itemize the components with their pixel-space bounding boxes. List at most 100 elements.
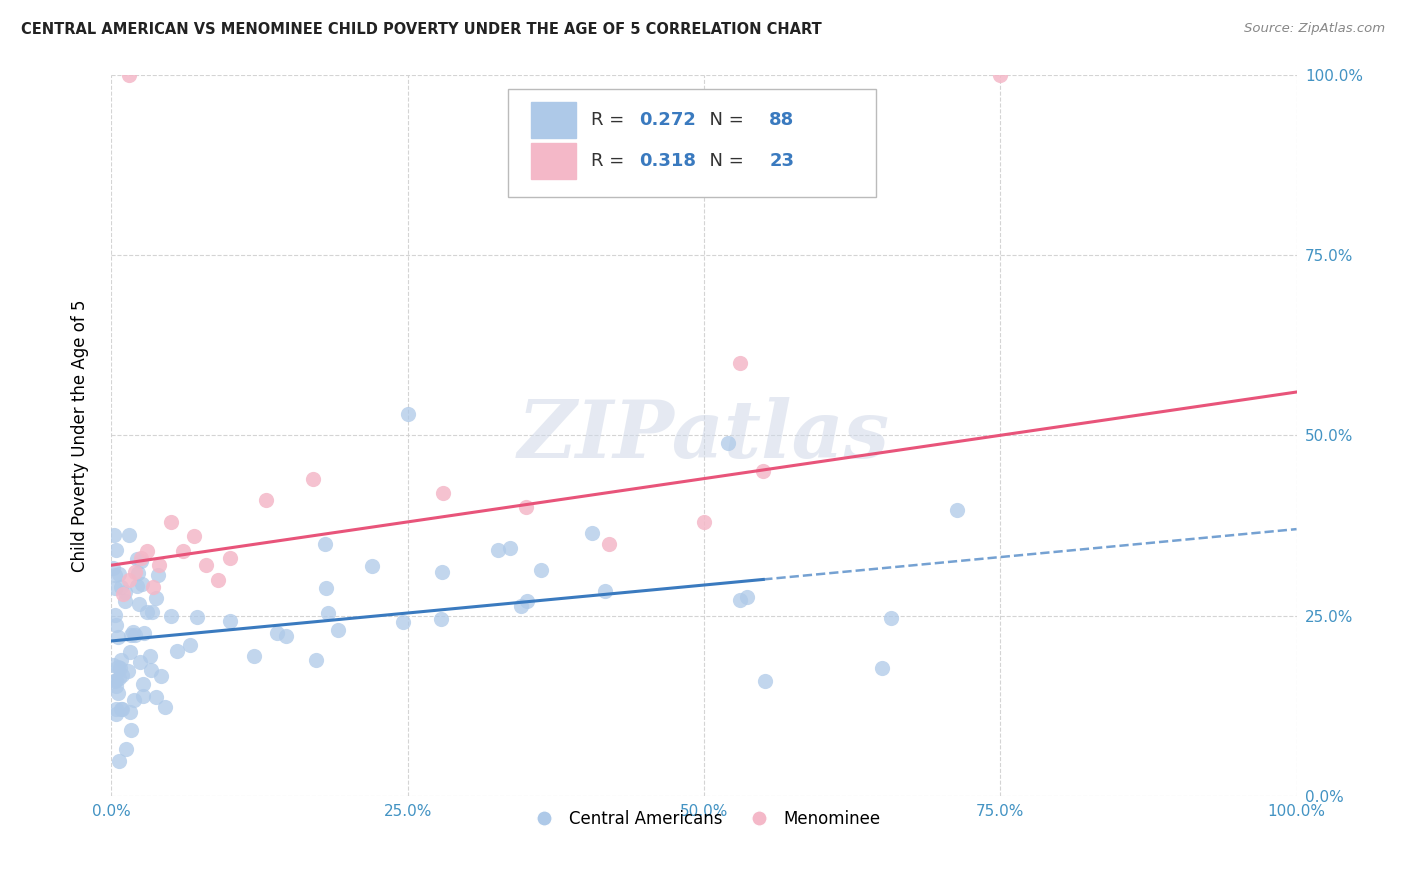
Point <box>946 503 969 517</box>
Point <box>728 356 751 370</box>
Point <box>131 677 153 691</box>
FancyBboxPatch shape <box>531 143 576 179</box>
Point <box>593 584 616 599</box>
Point <box>266 625 288 640</box>
Point <box>104 581 127 595</box>
Point <box>104 673 127 688</box>
Point <box>183 529 205 543</box>
Point <box>328 623 350 637</box>
Point <box>166 644 188 658</box>
Point <box>127 566 149 581</box>
Point <box>145 690 167 705</box>
Point <box>498 541 520 555</box>
Point <box>114 594 136 608</box>
Point <box>242 648 264 663</box>
Point <box>108 671 131 685</box>
Point <box>530 563 553 577</box>
Point <box>149 669 172 683</box>
Point <box>120 706 142 720</box>
Text: 23: 23 <box>769 153 794 170</box>
Point <box>124 628 146 642</box>
Legend: Central Americans, Menominee: Central Americans, Menominee <box>520 804 887 835</box>
Point <box>118 573 141 587</box>
Point <box>105 673 128 688</box>
Point <box>139 663 162 677</box>
Point <box>515 500 537 515</box>
Point <box>880 610 903 624</box>
Point <box>153 699 176 714</box>
FancyBboxPatch shape <box>509 89 876 197</box>
Point <box>754 674 776 689</box>
Point <box>486 543 509 558</box>
Point <box>432 566 454 580</box>
Point <box>103 528 125 542</box>
Text: N =: N = <box>699 111 749 129</box>
Point <box>730 592 752 607</box>
Point <box>125 551 148 566</box>
Point <box>120 628 142 642</box>
Text: R =: R = <box>592 153 630 170</box>
Point <box>129 551 152 566</box>
Point <box>104 543 127 558</box>
Point <box>509 599 531 614</box>
Point <box>737 590 759 604</box>
FancyBboxPatch shape <box>531 102 576 138</box>
Point <box>361 559 384 574</box>
Point <box>136 605 159 619</box>
Point <box>110 653 132 667</box>
Point <box>125 579 148 593</box>
Point <box>118 645 141 659</box>
Point <box>118 528 141 542</box>
Point <box>122 625 145 640</box>
Point <box>179 638 201 652</box>
Point <box>141 605 163 619</box>
Point <box>142 580 165 594</box>
Point <box>114 741 136 756</box>
Point <box>581 525 603 540</box>
Point <box>159 515 181 529</box>
Point <box>145 591 167 606</box>
Point <box>515 594 537 608</box>
Point <box>432 486 454 500</box>
Point <box>219 551 242 566</box>
Point <box>111 668 134 682</box>
Point <box>315 581 337 595</box>
Text: Source: ZipAtlas.com: Source: ZipAtlas.com <box>1244 22 1385 36</box>
Point <box>117 664 139 678</box>
Point <box>172 543 194 558</box>
Point <box>105 679 128 693</box>
Point <box>122 693 145 707</box>
Point <box>316 606 339 620</box>
Point <box>139 648 162 663</box>
Point <box>254 493 277 508</box>
Point <box>112 587 135 601</box>
Point <box>128 655 150 669</box>
Point <box>396 407 419 421</box>
Text: N =: N = <box>699 153 749 170</box>
Point <box>108 754 131 768</box>
Point <box>104 702 127 716</box>
Point <box>104 568 127 582</box>
Text: R =: R = <box>592 111 630 129</box>
Point <box>107 686 129 700</box>
Point <box>148 558 170 573</box>
Text: 0.272: 0.272 <box>638 111 696 129</box>
Point <box>103 658 125 673</box>
Point <box>107 630 129 644</box>
Point <box>314 537 336 551</box>
Point <box>693 515 716 529</box>
Point <box>118 68 141 82</box>
Point <box>870 660 893 674</box>
Point <box>717 435 740 450</box>
Point <box>752 464 775 478</box>
Point <box>274 629 297 643</box>
Point <box>195 558 218 573</box>
Point <box>598 536 620 550</box>
Text: CENTRAL AMERICAN VS MENOMINEE CHILD POVERTY UNDER THE AGE OF 5 CORRELATION CHART: CENTRAL AMERICAN VS MENOMINEE CHILD POVE… <box>21 22 823 37</box>
Point <box>101 560 124 574</box>
Y-axis label: Child Poverty Under the Age of 5: Child Poverty Under the Age of 5 <box>72 299 89 572</box>
Point <box>131 576 153 591</box>
Point <box>111 702 134 716</box>
Text: 0.318: 0.318 <box>638 153 696 170</box>
Text: ZIPatlas: ZIPatlas <box>517 397 890 474</box>
